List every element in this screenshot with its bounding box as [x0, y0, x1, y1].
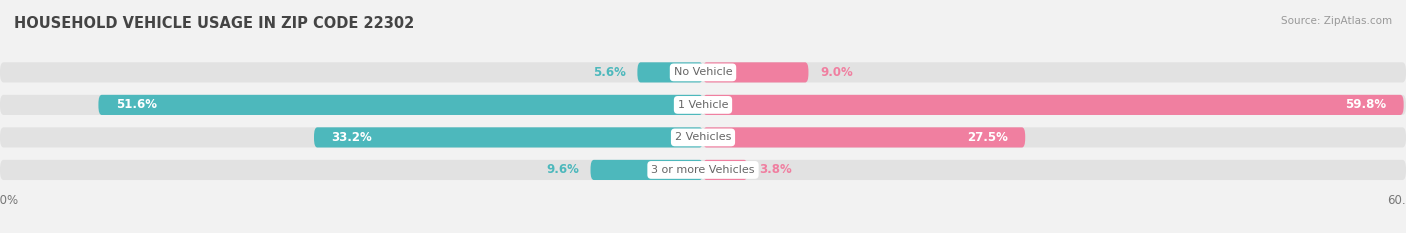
Text: 3 or more Vehicles: 3 or more Vehicles [651, 165, 755, 175]
FancyBboxPatch shape [703, 95, 1403, 115]
Text: No Vehicle: No Vehicle [673, 67, 733, 77]
FancyBboxPatch shape [0, 160, 1406, 180]
Text: Source: ZipAtlas.com: Source: ZipAtlas.com [1281, 16, 1392, 26]
Text: 2 Vehicles: 2 Vehicles [675, 132, 731, 142]
Text: 5.6%: 5.6% [593, 66, 626, 79]
FancyBboxPatch shape [703, 127, 1025, 147]
Text: 27.5%: 27.5% [967, 131, 1008, 144]
FancyBboxPatch shape [703, 160, 748, 180]
FancyBboxPatch shape [314, 127, 703, 147]
Text: 33.2%: 33.2% [332, 131, 373, 144]
Text: 9.0%: 9.0% [820, 66, 853, 79]
Text: 59.8%: 59.8% [1346, 98, 1386, 111]
FancyBboxPatch shape [703, 62, 808, 82]
Text: 9.6%: 9.6% [546, 163, 579, 176]
FancyBboxPatch shape [0, 95, 1406, 115]
FancyBboxPatch shape [637, 62, 703, 82]
Text: 1 Vehicle: 1 Vehicle [678, 100, 728, 110]
FancyBboxPatch shape [98, 95, 703, 115]
FancyBboxPatch shape [0, 127, 1406, 147]
FancyBboxPatch shape [591, 160, 703, 180]
Text: 3.8%: 3.8% [759, 163, 792, 176]
Text: 51.6%: 51.6% [115, 98, 157, 111]
Text: HOUSEHOLD VEHICLE USAGE IN ZIP CODE 22302: HOUSEHOLD VEHICLE USAGE IN ZIP CODE 2230… [14, 16, 415, 31]
FancyBboxPatch shape [0, 62, 1406, 82]
